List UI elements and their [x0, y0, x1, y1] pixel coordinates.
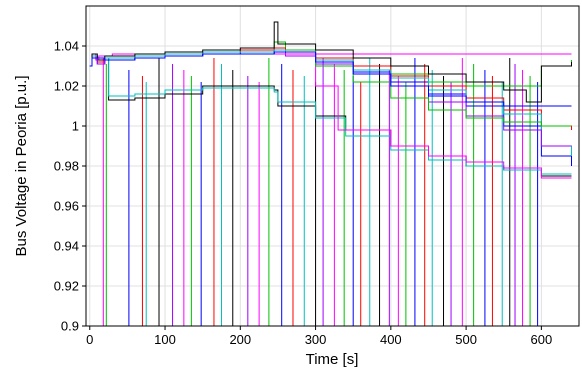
x-tick-label-1: 100 [154, 332, 176, 347]
x-tick-label-4: 400 [380, 332, 402, 347]
y-tick-label-0: 0.9 [61, 319, 79, 334]
series-line-11 [89, 51, 572, 107]
y-tick-label-5: 1 [72, 119, 79, 134]
x-tick-label-5: 500 [455, 332, 477, 347]
y-tick-label-7: 1.04 [54, 39, 79, 54]
y-axis-title: Bus Voltage in Peoria [p.u.] [13, 76, 30, 257]
y-tick-label-6: 1.02 [54, 79, 79, 94]
x-tick-label-2: 200 [229, 332, 251, 347]
x-tick-label-6: 600 [531, 332, 553, 347]
y-tick-label-1: 0.92 [54, 279, 79, 294]
series-layer [89, 21, 572, 326]
x-axis: 0 100 200 300 400 500 600 [86, 326, 552, 347]
x-axis-title: Time [s] [306, 351, 359, 368]
y-tick-label-4: 0.98 [54, 159, 79, 174]
y-tick-label-2: 0.94 [54, 239, 79, 254]
y-axis: 0.9 0.92 0.94 0.96 0.98 1 1.02 1.04 [54, 39, 86, 334]
series-line-8 [89, 57, 572, 175]
y-tick-label-3: 0.96 [54, 199, 79, 214]
x-tick-label-3: 300 [305, 332, 327, 347]
series-line-5 [89, 21, 572, 103]
x-tick-label-0: 0 [86, 332, 93, 347]
